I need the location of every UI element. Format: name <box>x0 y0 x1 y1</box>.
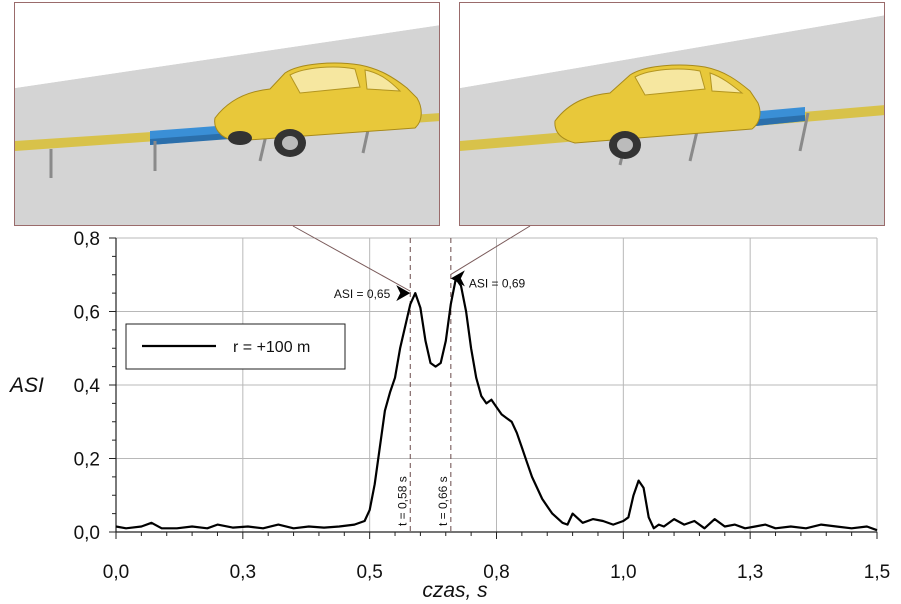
inset-connector-left <box>292 225 411 292</box>
y-tick-label: 0,4 <box>74 376 101 397</box>
crash-frame-left <box>14 2 440 226</box>
annotation-time: t = 0,58 s <box>395 476 409 526</box>
x-axis-title: czas, s <box>422 579 488 602</box>
x-tick-label: 0,5 <box>356 562 382 583</box>
y-tick-label: 0,6 <box>74 303 100 324</box>
y-axis-title: ASI <box>8 374 44 397</box>
time-marker-lines <box>409 238 452 532</box>
y-tick-label: 0,0 <box>74 523 100 544</box>
inset-connector-lines <box>292 225 531 292</box>
x-tick-label: 1,5 <box>864 562 890 583</box>
car-hitting-guardrail-icon <box>460 3 884 225</box>
series-line-r100 <box>115 277 878 532</box>
x-tick-label: 1,0 <box>610 562 636 583</box>
chart-axes <box>109 237 878 539</box>
inset-connector-right <box>450 225 531 275</box>
y-tick-label: 0,8 <box>74 229 100 250</box>
arrowhead-peak-1 <box>396 285 411 302</box>
chart-annotations: ASI = 0,65 ASI = 0,69 t = 0,58 s t = 0,66 s <box>334 270 526 526</box>
x-tick-label: 1,3 <box>737 562 763 583</box>
x-tick-label: 0,3 <box>230 562 256 583</box>
crash-frame-right <box>459 2 885 226</box>
annotation-asi-peak-2: ASI = 0,69 <box>469 276 526 290</box>
legend-entry: r = +100 m <box>233 339 310 356</box>
y-tick-label: 0,2 <box>74 450 100 471</box>
legend: r = +100 m <box>125 323 346 370</box>
annotation-asi-peak-1: ASI = 0,65 <box>334 287 391 301</box>
arrowhead-peak-2 <box>450 270 465 287</box>
chart-grid <box>115 237 878 533</box>
tick-labels: 0,0 0,3 0,5 0,8 1,0 1,3 1,5 0,0 0,2 0,4 0,6 0,8 <box>74 229 891 583</box>
x-tick-label: 0,8 <box>483 562 509 583</box>
car-hitting-guardrail-icon <box>15 3 439 225</box>
x-tick-label: 0,0 <box>103 562 129 583</box>
annotation-time: t = 0,66 s <box>436 476 450 526</box>
